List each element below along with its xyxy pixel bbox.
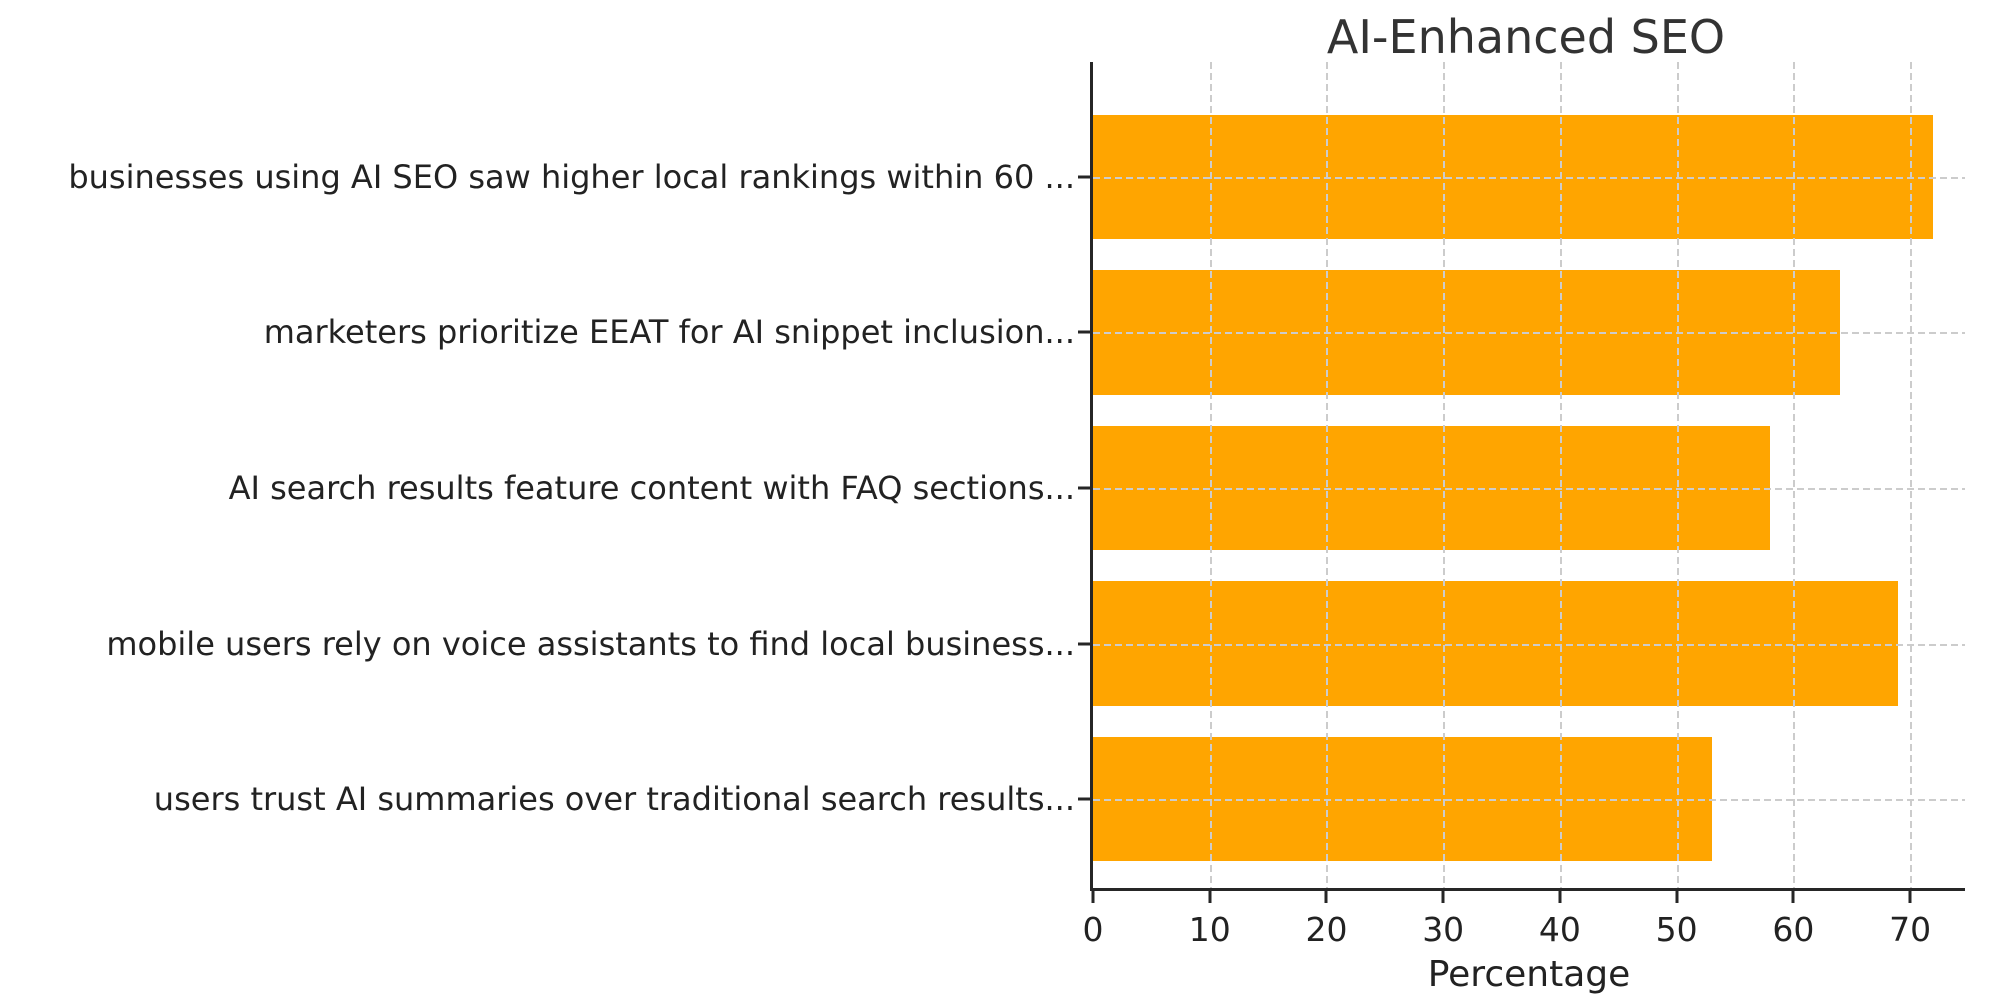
vertical-gridline <box>1910 62 1913 888</box>
x-tick-mark <box>1324 891 1328 903</box>
x-tick-mark <box>1675 891 1679 903</box>
x-tick-label: 60 <box>1772 910 1815 949</box>
vertical-gridline <box>1676 62 1679 888</box>
x-tick-mark <box>1208 891 1212 903</box>
horizontal-gridline <box>1093 332 1965 335</box>
plot-area: Percentage businesses using AI SEO saw h… <box>68 62 1965 995</box>
x-tick-label: 40 <box>1538 910 1581 949</box>
x-tick-label: 0 <box>1082 910 1104 949</box>
vertical-gridline <box>1559 62 1562 888</box>
y-tick-mark <box>1078 797 1090 801</box>
category-label: businesses using AI SEO saw higher local… <box>68 157 1075 196</box>
horizontal-gridline <box>1093 176 1965 179</box>
y-tick-mark <box>1078 175 1090 179</box>
category-label: marketers prioritize EEAT for AI snippet… <box>263 313 1075 352</box>
y-tick-mark <box>1078 330 1090 334</box>
horizontal-gridline <box>1093 488 1965 490</box>
category-label: mobile users rely on voice assistants to… <box>106 624 1075 663</box>
vertical-gridline <box>1326 62 1329 888</box>
horizontal-gridline <box>1093 799 1965 802</box>
vertical-gridline <box>1443 62 1446 888</box>
y-tick-mark <box>1078 642 1090 646</box>
category-label: AI search results feature content with F… <box>228 469 1075 507</box>
x-tick-label: 50 <box>1655 910 1698 949</box>
vertical-gridline <box>1793 62 1796 888</box>
horizontal-gridline <box>1093 643 1965 646</box>
x-tick-label: 10 <box>1188 910 1231 949</box>
x-tick-label: 20 <box>1305 910 1348 949</box>
x-axis-label: Percentage <box>1427 954 1631 995</box>
chart-title: AI-Enhanced SEO <box>1326 10 1726 64</box>
x-tick-mark <box>1908 891 1912 903</box>
x-tick-mark <box>1091 891 1095 903</box>
y-tick-mark <box>1078 486 1090 490</box>
x-tick-mark <box>1791 891 1795 903</box>
x-tick-mark <box>1441 891 1445 903</box>
x-tick-label: 70 <box>1889 910 1932 949</box>
x-tick-label: 30 <box>1422 910 1465 949</box>
vertical-gridline <box>1209 62 1212 888</box>
category-label: users trust AI summaries over traditiona… <box>153 780 1075 819</box>
x-tick-mark <box>1558 891 1562 903</box>
